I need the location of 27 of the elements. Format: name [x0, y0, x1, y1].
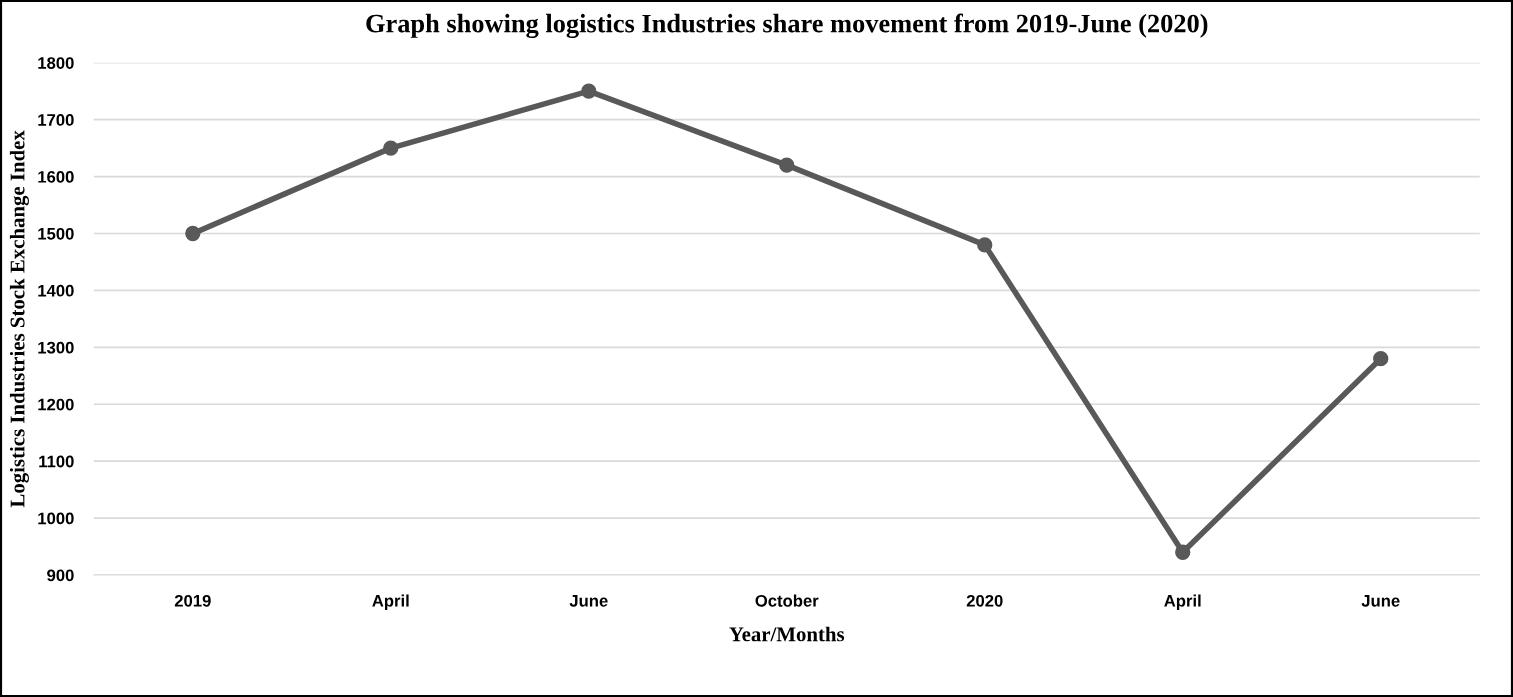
y-tick-label: 1100: [39, 455, 74, 468]
x-tick-label: June: [569, 595, 608, 607]
y-tick-label: 1300: [38, 341, 74, 354]
y-tick-label: 1400: [38, 284, 74, 297]
x-tick-label: June: [1361, 595, 1400, 607]
y-tick-label: 900: [47, 569, 74, 582]
point: [1175, 544, 1191, 560]
x-tick-label: April: [372, 594, 409, 611]
y-tick-label: 1700: [38, 114, 74, 126]
x-axis-title: Year/Months: [729, 626, 845, 642]
chart-title: Graph showing logistics Industries share movement from 2019-June (2020): [366, 13, 1208, 38]
x-tick-label: 2019: [174, 594, 211, 607]
point: [185, 225, 201, 242]
y-tick-label: 1200: [38, 398, 74, 411]
point: [581, 83, 597, 99]
y-tick-label: 1000: [38, 512, 74, 525]
point: [383, 140, 399, 156]
y-tick-label: 1500: [38, 227, 74, 240]
point: [977, 237, 993, 253]
x-tick-label: April: [1164, 594, 1201, 611]
x-tick-label: 2020: [966, 594, 1003, 607]
y-axis-title: Logistics Industries Stock Exchange Index: [9, 130, 29, 508]
y-tick-label: 1600: [38, 170, 74, 183]
point: [1373, 351, 1389, 367]
point: [779, 157, 795, 173]
y-tick-label: 1800: [38, 57, 74, 69]
x-tick-label: October: [755, 594, 819, 607]
